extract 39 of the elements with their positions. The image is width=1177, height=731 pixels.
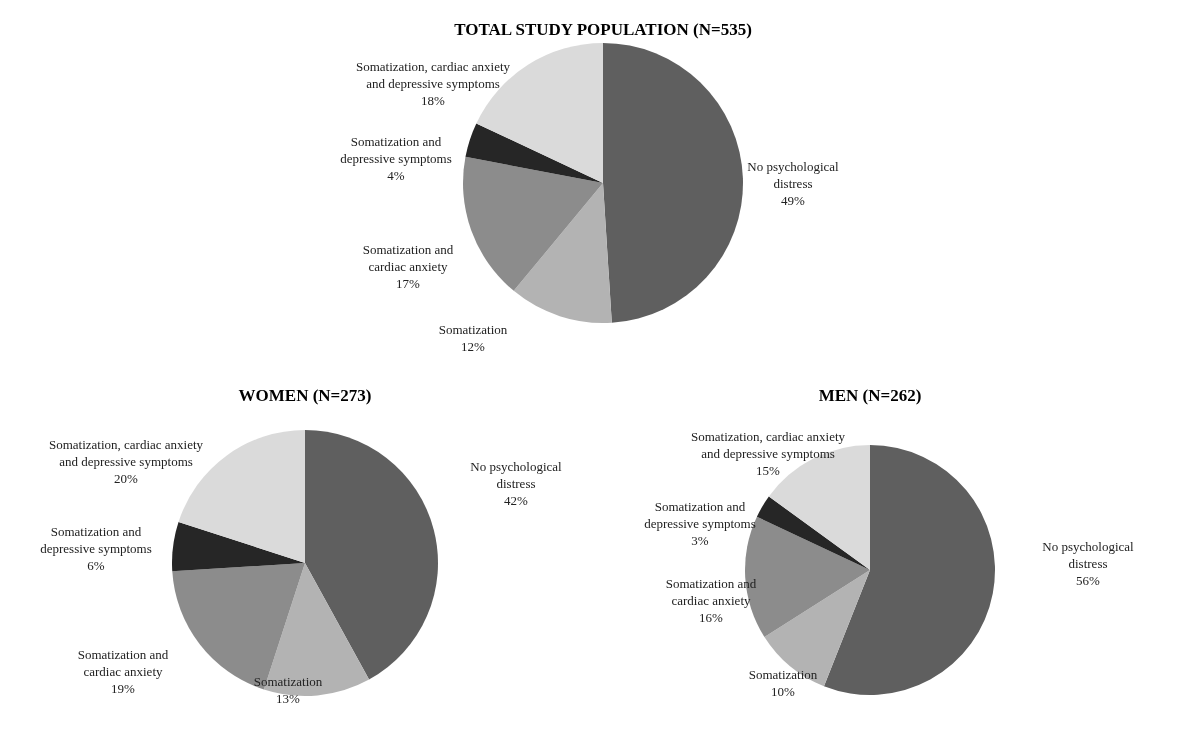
data-label: 12% (461, 339, 486, 354)
slice-label: Somatization and depressive symptoms (644, 498, 756, 531)
slice-label: Somatization and depressive symptoms (40, 523, 152, 556)
slice-label: No psychological distress (470, 458, 563, 491)
slice-label: Somatization (438, 322, 508, 337)
data-label: 18% (421, 92, 446, 108)
data-label: 4% (387, 167, 405, 183)
data-label: 13% (276, 691, 301, 706)
chart-title: MEN (N=262) (818, 386, 922, 405)
pie-slice (756, 496, 870, 570)
data-label: 17% (396, 275, 421, 291)
pie-slice (172, 521, 305, 572)
pie-slice (513, 183, 612, 323)
data-label: 19% (111, 680, 136, 696)
data-label: 6% (87, 557, 105, 573)
slice-label: No psychological distress (1042, 538, 1135, 571)
pie-slice (603, 43, 743, 323)
pie-slice (463, 156, 603, 291)
slice-label: Somatization and cardiac anxiety (77, 646, 169, 679)
pie-slice (465, 123, 603, 183)
data-label: 42% (504, 492, 529, 508)
slice-label: Somatization and depressive symptoms (340, 133, 452, 166)
data-label: 16% (699, 609, 724, 625)
slice-label: No psychological distress (747, 158, 840, 191)
data-label: 20% (114, 470, 139, 486)
slice-label: Somatization (748, 667, 818, 682)
slice-label: Somatization and cardiac anxiety (362, 241, 454, 274)
chart-title: WOMEN (N=273) (238, 386, 372, 405)
slice-label: Somatization, cardiac anxiety and depressive symptoms (690, 428, 846, 461)
data-label: 49% (781, 192, 806, 208)
slice-label: Somatization (253, 674, 323, 689)
pie-slice (305, 430, 438, 680)
data-label: 56% (1076, 572, 1101, 588)
data-label: 10% (771, 684, 796, 699)
slice-label: Somatization, cardiac anxiety and depressive symptoms (48, 436, 204, 469)
chart-title: TOTAL STUDY POPULATION (N=535) (454, 20, 752, 39)
slice-label: Somatization, cardiac anxiety and depressive symptoms (355, 58, 511, 91)
data-label: 15% (756, 462, 781, 478)
data-label: 3% (691, 532, 709, 548)
